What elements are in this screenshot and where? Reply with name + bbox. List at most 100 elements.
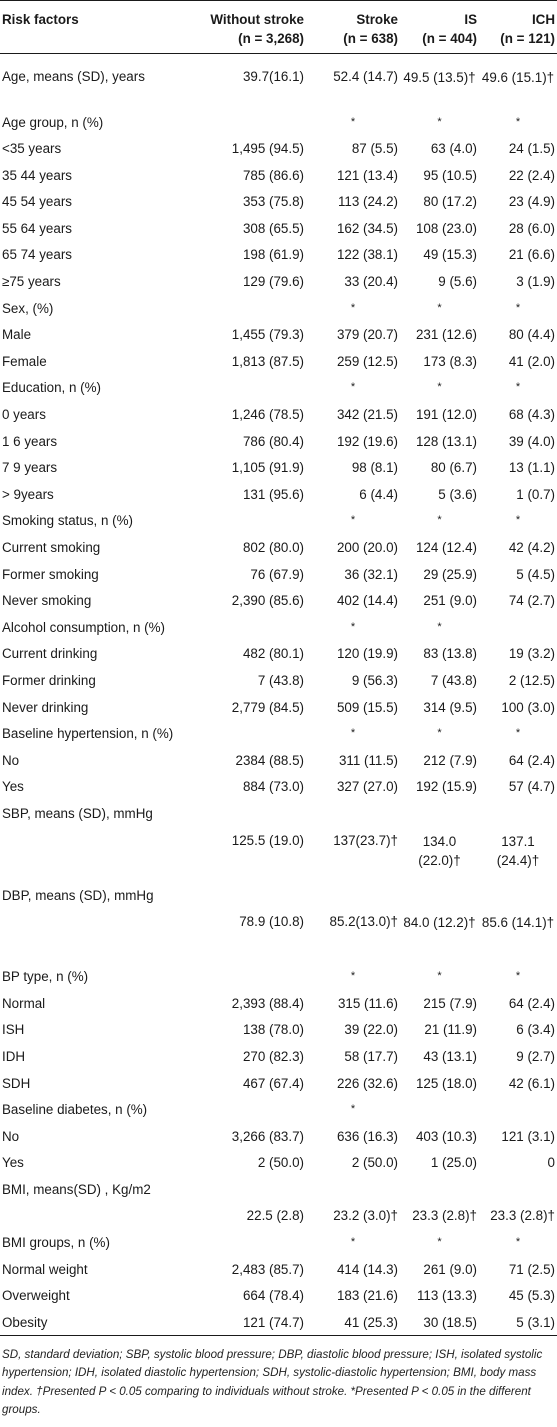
cell-value: 9 (5.6) [438,274,477,290]
table-row: Baseline hypertension, n (%) * * * [0,720,557,747]
table-row: DBP, means (SD), mmHg [0,882,557,909]
row-label: ≥75 years [2,274,61,290]
row-label: SDH [2,1075,31,1091]
table-row: Smoking status, n (%) * * * [0,507,557,534]
cell-value: 311 (11.5) [338,752,398,768]
cell-value: 124 (12.4) [415,540,477,555]
cell-value: 270 (82.3) [242,1048,304,1064]
cell-value: 173 (8.3) [423,353,477,369]
cell-value: 128 (13.1) [415,433,477,449]
cell-value: * [515,727,521,740]
table-header: Risk factors Without stroke (n = 3,268) S… [0,0,557,54]
cell-value: 467 (67.4) [242,1075,304,1091]
table-body: Age, means (SD), years 39.7(16.1) 52.4 (14… [0,54,557,1336]
cell-value: 57 (4.7) [508,779,555,795]
cell-value: 259 (12.5) [336,353,398,369]
cell-value: 121 (74.7) [186,1308,306,1336]
cell-value: 29 (25.9) [423,566,477,582]
table-row: Overweight 664 (78.4) 183 (21.6) 113 (13.3)… [0,1282,557,1309]
cell-value: 39 (22.0) [344,1022,398,1038]
table-row: Yes 884 (73.0) 327 (27.0) 192 (15.9) 57 (4.7… [0,773,557,800]
cell-value: 41 (25.3) [306,1308,400,1336]
cell-value: 33 (20.4) [344,274,398,290]
cell-value: * [350,301,356,314]
cell-value: 138 (78.0) [242,1022,304,1038]
row-label: Sex, (%) [2,300,54,316]
row-label: 35 44 years [2,167,72,183]
table-row: 7 9 years 1,105 (91.9) 98 (8.1) 80 (6.7) 13 … [0,454,557,481]
cell-value: 5 (4.5) [516,566,555,582]
table-row: BMI, means(SD) , Kg/m2 [0,1176,557,1203]
row-label [0,908,186,963]
row-label: DBP, means (SD), mmHg [2,887,154,903]
cell-value: 125.5 (19.0) [231,832,304,848]
cell-value: 212 (7.9) [423,752,477,768]
row-label: ISH [2,1022,25,1038]
cell-value: 6 (4.4) [359,486,398,502]
header-risk-factors: Risk factors [2,12,79,27]
cell-value: 9 (2.7) [516,1048,555,1064]
cell-value [400,800,479,827]
cell-value: * [515,1236,521,1249]
cell-value: 231 (12.6) [415,327,477,343]
cell-value [186,882,306,909]
cell-value: * [437,727,442,740]
row-label: Normal weight [2,1261,88,1277]
cell-value: 45 (5.3) [508,1288,555,1304]
row-label: Normal [2,995,46,1011]
table-row: <35 years 1,495 (94.5) 87 (5.5) 63 (4.0) 24 … [0,135,557,162]
row-label [0,827,186,882]
cell-value: 2,483 (85.7) [231,1261,304,1277]
cell-value: 1 (0.7) [516,486,555,502]
cell-value: 98 (8.1) [351,460,398,476]
cell-value [306,1176,400,1203]
cell-value: 120 (19.9) [336,646,398,662]
cell-value: 314 (9.5) [423,699,477,715]
row-label: BP type, n (%) [2,969,89,985]
table-row: Normal 2,393 (88.4) 315 (11.6) 215 (7.9) 64 … [0,990,557,1017]
table-row: ISH 138 (78.0) 39 (22.0) 21 (11.9) 6 (3.4) [0,1016,557,1043]
table-row: IDH 270 (82.3) 58 (17.7) 43 (13.1) 9 (2.7) [0,1043,557,1070]
cell-value: 41 (2.0) [508,353,555,369]
cell-value: * [350,970,356,983]
cell-value [186,1229,306,1256]
cell-value: 64 (2.4) [508,752,555,768]
row-label: Current drinking [2,646,98,662]
cell-value: 39.7(16.1) [242,69,304,84]
cell-value: 1,495 (94.5) [231,141,304,157]
cell-value: 200 (20.0) [336,540,398,555]
row-label: 65 74 years [2,247,72,263]
cell-value: 64 (2.4) [508,995,555,1011]
cell-value: 1,813 (87.5) [231,353,304,369]
cell-value: * [350,620,356,633]
header-stroke: Stroke (n = 638) [343,12,398,46]
cell-value: 19 (3.2) [508,646,555,662]
table-row: 65 74 years 198 (61.9) 122 (38.1) 49 (15.3)… [0,241,557,268]
cell-value: 5 (3.1) [479,1308,557,1336]
cell-value: 2384 (88.5) [235,752,305,768]
cell-value: 482 (80.1) [242,646,304,662]
cell-value: * [437,301,442,314]
cell-value: 30 (18.5) [400,1308,479,1336]
table-footnote: SD, standard deviation; SBP, systolic bl… [2,1347,543,1417]
cell-value: 2 (50.0) [257,1155,304,1171]
cell-value: 39 (4.0) [508,433,555,449]
cell-value [186,800,306,827]
table-row: Alcohol consumption, n (%) * * [0,614,557,641]
table-row: ≥75 years 129 (79.6) 33 (20.4) 9 (5.6) 3 (1.… [0,268,557,295]
cell-value: 2,779 (84.5) [231,699,304,715]
cell-value: 49 (15.3) [423,247,477,263]
row-label: Alcohol consumption, n (%) [2,619,165,635]
table-row: BP type, n (%) * * * [0,963,557,990]
row-label: 45 54 years [2,194,72,210]
cell-value: 68 (4.3) [508,407,555,423]
cell-value: 664 (78.4) [242,1288,304,1304]
cell-value: 28 (6.0) [508,220,555,236]
cell-value: * [350,727,356,740]
cell-value: 7 (43.8) [257,672,304,688]
cell-value: 84.0 (12.2)† [403,915,476,931]
table-row: Male 1,455 (79.3) 379 (20.7) 231 (12.6) 80 (… [0,321,557,348]
cell-value [400,1176,479,1203]
cell-value [479,1176,557,1203]
